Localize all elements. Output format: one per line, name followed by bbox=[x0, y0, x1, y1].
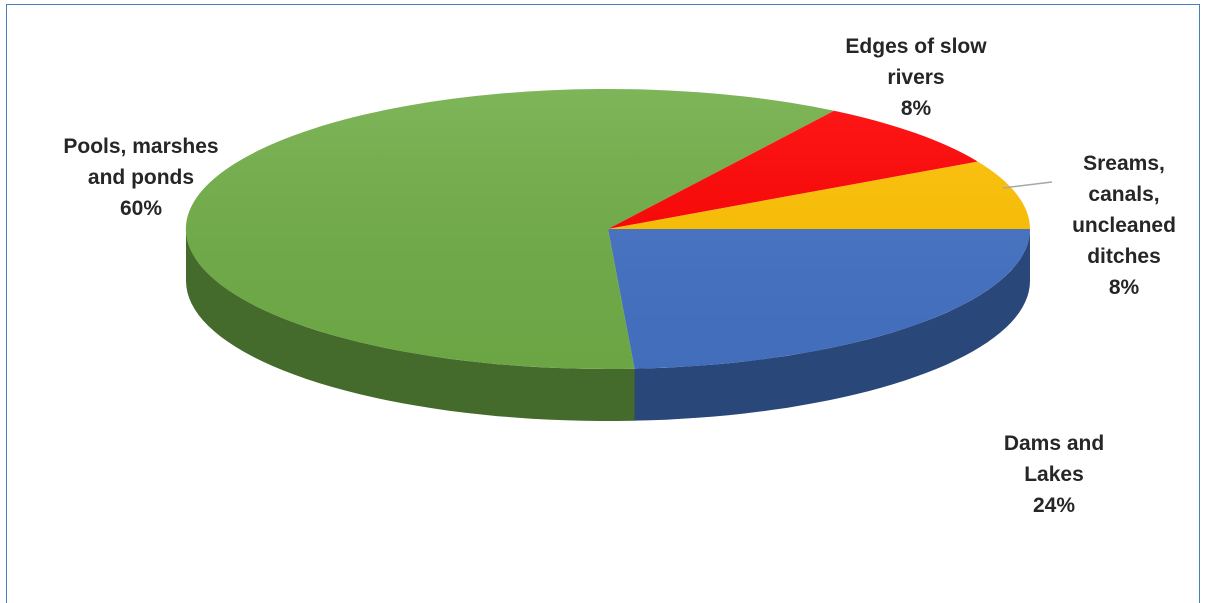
slice-category-label: Sreams, bbox=[1083, 152, 1165, 175]
slice-label-2: Edges of slow rivers 8% bbox=[845, 35, 987, 120]
slice-category-label: Edges of slow bbox=[845, 35, 987, 58]
pie-top-shading bbox=[186, 89, 1030, 369]
slice-value-label: 60% bbox=[120, 197, 162, 220]
slice-category-label: ditches bbox=[1087, 245, 1161, 268]
slice-category-label: rivers bbox=[887, 66, 944, 89]
slice-label-0: Dams and Lakes 24% bbox=[1004, 432, 1104, 517]
slice-category-label: uncleaned bbox=[1072, 214, 1176, 237]
slice-category-label: and ponds bbox=[88, 166, 194, 189]
slice-value-label: 8% bbox=[1109, 276, 1140, 299]
slice-category-label: Pools, marshes bbox=[63, 135, 218, 158]
pie-side-0 bbox=[634, 229, 1030, 421]
slice-category-label: Dams and bbox=[1004, 432, 1104, 455]
slice-category-label: canals, bbox=[1088, 183, 1159, 206]
slice-label-3: Pools, marshes and ponds 60% bbox=[63, 135, 218, 220]
slice-labels: Dams and Lakes 24% Sreams, canals, uncleaned d… bbox=[63, 35, 1176, 517]
slice-category-label: Lakes bbox=[1024, 463, 1084, 486]
pie-top-faces bbox=[185, 88, 1030, 369]
slice-label-1: Sreams, canals, uncleaned ditches 8% bbox=[1072, 152, 1176, 299]
pie-sides bbox=[186, 229, 1030, 421]
slice-value-label: 24% bbox=[1033, 494, 1075, 517]
pie-side-3 bbox=[186, 229, 635, 421]
slice-value-label: 8% bbox=[901, 97, 932, 120]
leader-line bbox=[1002, 181, 1053, 189]
